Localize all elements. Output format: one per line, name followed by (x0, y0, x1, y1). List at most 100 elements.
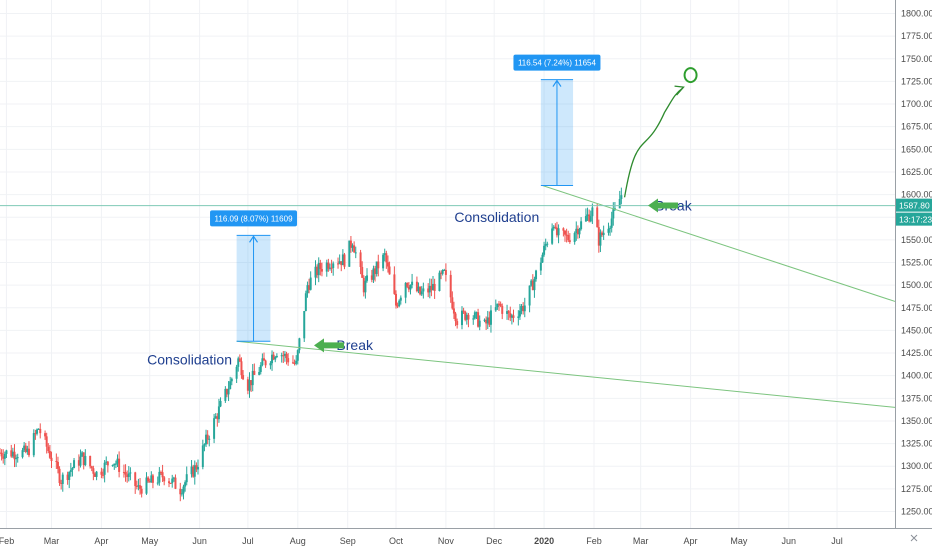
y-tick-label: 1425.00 (901, 348, 932, 358)
candle-body (238, 358, 241, 362)
candle (420, 286, 423, 297)
y-tick-label: 1600.00 (901, 190, 932, 200)
candle-body (498, 303, 501, 305)
candle (135, 480, 138, 490)
candle (95, 470, 98, 481)
candle (169, 482, 172, 484)
candle-body (39, 428, 42, 434)
candle (317, 257, 320, 283)
candle (440, 270, 443, 280)
candle-body (242, 375, 245, 380)
candle-body (485, 319, 488, 324)
candle (81, 451, 84, 457)
candle-body (499, 303, 502, 306)
candle-body (156, 482, 159, 484)
candle-body (285, 353, 288, 359)
candle (195, 462, 198, 473)
candle-body (382, 254, 385, 269)
candle (196, 459, 199, 475)
candle-body (169, 482, 172, 484)
candle-body (44, 433, 47, 437)
candle-body (24, 445, 27, 452)
candle (417, 282, 420, 294)
candle (66, 471, 69, 485)
candle (242, 370, 245, 381)
y-tick-label: 1650.00 (901, 144, 932, 154)
candle-body (510, 315, 513, 318)
candle (151, 473, 154, 489)
candle (295, 355, 298, 366)
measure-label-box (210, 210, 298, 227)
candle-body (174, 477, 177, 489)
x-tick-label: Jun (192, 536, 207, 546)
y-tick-label: 1450.00 (901, 325, 932, 335)
candle (3, 451, 6, 466)
candle-body (464, 311, 467, 320)
candle (539, 257, 542, 275)
candle-body (443, 269, 446, 271)
candle (531, 274, 534, 291)
candle-body (27, 448, 30, 456)
candle-body (337, 263, 340, 265)
projection-arrowhead (674, 85, 685, 96)
candle (262, 352, 265, 361)
candle (320, 262, 323, 277)
candle (507, 310, 510, 321)
candle-body (557, 228, 560, 236)
y-tick-label: 1550.00 (901, 235, 932, 245)
candle (374, 265, 377, 282)
candle (407, 281, 410, 293)
candle (406, 282, 409, 289)
candle (5, 449, 8, 459)
candle (543, 241, 546, 257)
candle (37, 428, 40, 430)
price-tag-label: 1587.80 (899, 201, 930, 211)
candle (506, 304, 509, 320)
candle-body (240, 361, 243, 376)
candle (32, 429, 35, 458)
candle (332, 261, 335, 276)
candle-body (275, 355, 278, 358)
y-tick-label: 1350.00 (901, 416, 932, 426)
candle-body (316, 266, 319, 276)
candle (10, 444, 13, 458)
candle (449, 270, 452, 303)
candle-body (168, 481, 171, 483)
price-tag-box (896, 198, 932, 212)
candle (127, 466, 130, 482)
candle-body (602, 232, 605, 236)
candle-body (2, 456, 5, 459)
candle-body (451, 297, 454, 309)
candle-body (507, 311, 510, 314)
candle-body (60, 483, 63, 485)
candle (235, 364, 238, 384)
candle-body (259, 365, 262, 372)
candle-body (544, 244, 547, 246)
candle (477, 308, 480, 328)
candle-body (351, 245, 354, 248)
candle (251, 364, 254, 392)
candle (372, 265, 375, 283)
x-tick-label: May (141, 536, 159, 546)
candle-body (372, 268, 375, 280)
candle (100, 467, 103, 479)
candle-body (171, 478, 174, 484)
candle-body (530, 280, 533, 286)
candle (182, 484, 185, 500)
candle-body (134, 472, 137, 486)
candle-body (341, 254, 344, 266)
candle (113, 463, 116, 470)
x-tick-label: Nov (438, 536, 455, 546)
candle (562, 227, 565, 237)
candle (26, 445, 29, 455)
y-tick-label: 1250.00 (901, 507, 932, 517)
countdown-box (896, 212, 932, 226)
candle (238, 354, 241, 363)
candle (134, 471, 137, 494)
x-tick-label: Mar (44, 536, 60, 546)
candle-body (489, 310, 492, 325)
candle (206, 430, 209, 445)
candle (55, 453, 58, 469)
candle-body (404, 282, 407, 298)
